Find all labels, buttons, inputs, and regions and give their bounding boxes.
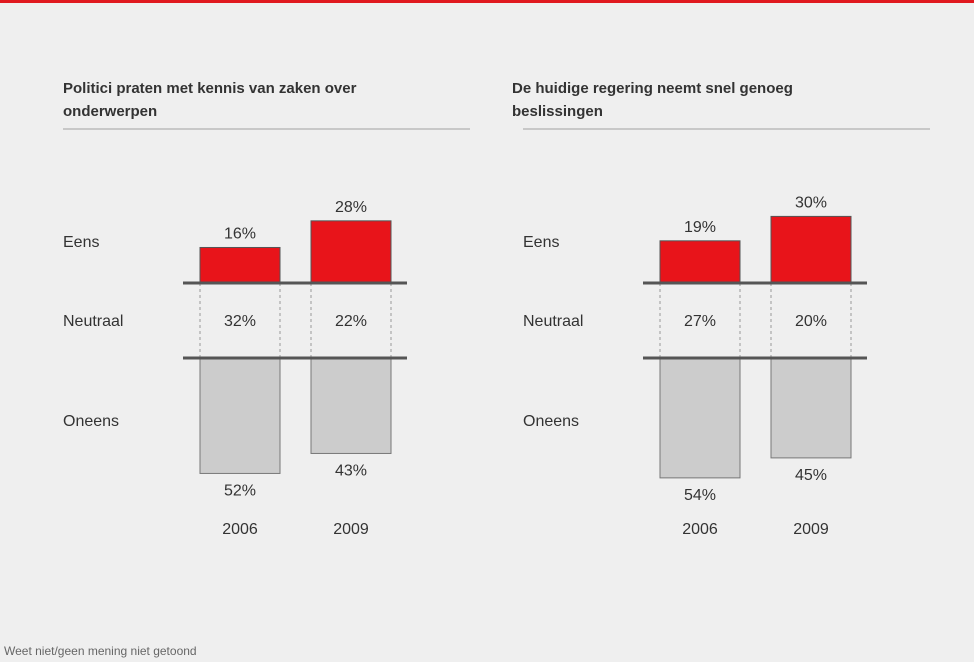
x-tick-label: 2006 — [682, 521, 718, 538]
value-label: 16% — [224, 226, 256, 243]
chart-title: De huidige regering neemt snel genoeg be… — [512, 80, 793, 120]
bar — [310, 357, 392, 454]
value-label: 43% — [335, 463, 367, 480]
footnote: Weet niet/geen mening niet getoond — [4, 644, 197, 658]
bar — [770, 215, 852, 284]
value-label: 45% — [795, 467, 827, 484]
value-label: 22% — [335, 313, 367, 330]
value-label: 54% — [684, 487, 716, 504]
value-label: 28% — [335, 199, 367, 216]
x-tick-label: 2009 — [333, 521, 369, 538]
row-label: Neutraal — [63, 313, 123, 330]
bar — [199, 357, 281, 474]
value-label: 32% — [224, 313, 256, 330]
x-tick-label: 2009 — [793, 521, 829, 538]
row-label: Oneens — [523, 413, 579, 430]
value-label: 27% — [684, 313, 716, 330]
bar — [199, 246, 281, 284]
value-label: 52% — [224, 483, 256, 500]
row-label: Neutraal — [523, 313, 583, 330]
row-label: Oneens — [63, 413, 119, 430]
row-label: Eens — [523, 234, 559, 251]
x-tick-label: 2006 — [222, 521, 258, 538]
row-label: Eens — [63, 234, 99, 251]
value-label: 20% — [795, 313, 827, 330]
bar — [310, 220, 392, 284]
top-rule — [0, 0, 974, 3]
bar — [659, 357, 741, 479]
bar — [659, 240, 741, 284]
bar — [770, 357, 852, 459]
chart-title: Politici praten met kennis van zaken ove… — [63, 80, 357, 120]
value-label: 30% — [795, 195, 827, 212]
value-label: 19% — [684, 219, 716, 236]
